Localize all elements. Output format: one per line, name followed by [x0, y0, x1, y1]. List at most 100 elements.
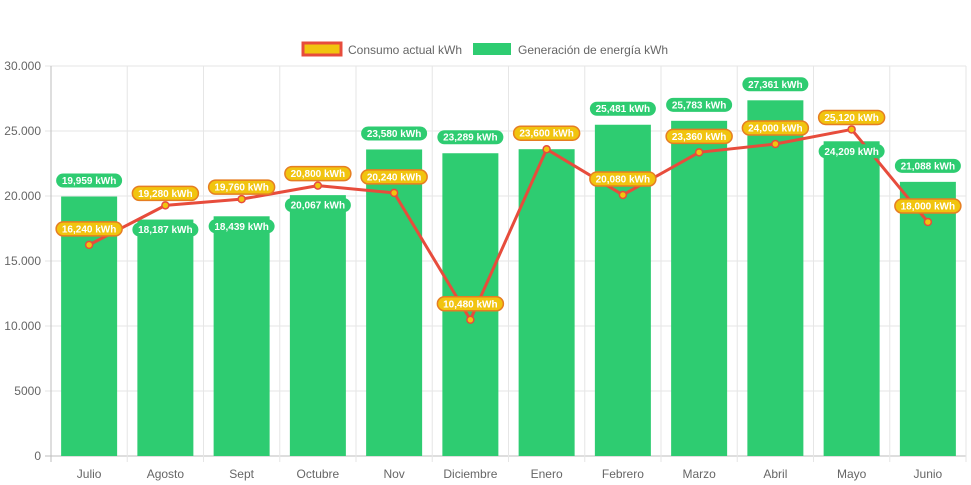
point-consumo — [389, 188, 399, 198]
x-tick-label: Octubre — [297, 467, 340, 481]
data-label-consumo-text: 23,360 kWh — [672, 132, 726, 143]
data-label-generacion-bg — [56, 173, 123, 188]
data-label-generacion-text: 21,088 kWh — [901, 161, 955, 172]
data-label-generacion: 25,783 kWh — [666, 97, 733, 112]
x-tick-label: Julio — [77, 467, 102, 481]
data-label-generacion-text: 23,289 kWh — [443, 133, 497, 144]
data-label-consumo: 25,120 kWh — [817, 109, 886, 126]
point-consumo — [694, 148, 704, 157]
data-label-consumo-bg — [55, 221, 123, 237]
data-label-consumo-text: 20,080 kWh — [596, 174, 650, 185]
data-label-consumo-bg — [894, 198, 962, 214]
axes: 0 5000 10.000 15.000 20.000 25.000 30.000 Julio… — [4, 59, 942, 481]
bar-generacion — [823, 141, 880, 456]
data-label-generacion-text: 25,783 kWh — [672, 100, 726, 111]
data-label-consumo-text: 24,000 kWh — [748, 124, 802, 135]
data-label-generacion-bg — [589, 101, 656, 116]
point-consumo — [847, 125, 856, 134]
legend-label-generacion: Generación de energía kWh — [518, 43, 668, 57]
data-label-consumo-text: 20,240 kWh — [367, 172, 421, 183]
point-consumo — [923, 217, 933, 227]
data-label-consumo-bg — [207, 179, 276, 195]
x-tick-label: Abril — [763, 467, 787, 481]
data-label-generacion-bg — [666, 97, 733, 112]
data-label-consumo: 18,000 kWh — [894, 198, 962, 214]
data-label-generacion: 18,439 kWh — [208, 219, 275, 234]
data-label-generacion-text: 20,067 kWh — [291, 201, 345, 212]
data-label-consumo-bg — [436, 296, 505, 312]
bar-generacion — [61, 196, 118, 456]
bar-generacion — [671, 120, 728, 457]
data-label-consumo-text: 18,000 kWh — [901, 202, 955, 213]
data-label-generacion: 24,209 kWh — [818, 144, 885, 159]
data-label-generacion-bg — [361, 126, 428, 141]
data-label-consumo: 24,000 kWh — [741, 120, 810, 136]
bar-generacion — [137, 219, 194, 456]
data-label-consumo: 20,080 kWh — [589, 171, 657, 187]
data-label-consumo-bg — [589, 171, 657, 187]
data-label-generacion-text: 27,361 kWh — [748, 80, 802, 91]
bar-generacion — [899, 181, 956, 456]
data-label-consumo-bg — [817, 109, 886, 126]
bar-generacion — [366, 149, 423, 456]
y-tick-label: 10.000 — [4, 319, 41, 333]
data-label-generacion: 20,067 kWh — [284, 198, 351, 213]
data-label-generacion-text: 25,481 kWh — [596, 104, 650, 115]
data-label-consumo-text: 20,800 kWh — [291, 169, 345, 180]
point-consumo — [237, 194, 246, 204]
x-tick-label: Agosto — [147, 467, 185, 481]
data-label-consumo-text: 23,600 kWh — [519, 129, 573, 140]
data-label-generacion: 23,289 kWh — [437, 130, 504, 145]
data-label-consumo-text: 16,240 kWh — [62, 224, 116, 235]
point-consumo — [466, 315, 475, 325]
line-path-consumo — [88, 127, 930, 322]
data-label-generacion-text: 23,580 kWh — [367, 129, 421, 140]
data-label-consumo: 10,480 kWh — [436, 296, 505, 312]
data-label-consumo-bg — [512, 125, 581, 141]
legend-label-consumo: Consumo actual kWh — [348, 43, 462, 57]
data-label-generacion-bg — [437, 130, 504, 145]
legend-swatch-generacion — [473, 43, 511, 55]
data-label-generacion: 27,361 kWh — [742, 77, 809, 92]
data-label-generacion-text: 18,439 kWh — [214, 222, 268, 233]
data-label-consumo: 16,240 kWh — [55, 221, 123, 237]
x-tick-label: Mayo — [837, 467, 867, 481]
y-tick-label: 5000 — [14, 384, 41, 398]
data-label-consumo-text: 19,760 kWh — [214, 183, 268, 194]
point-consumo — [771, 139, 780, 149]
data-label-generacion: 19,959 kWh — [56, 173, 123, 188]
y-tick-label: 30.000 — [4, 59, 41, 73]
data-label-consumo-bg — [741, 120, 810, 136]
y-tick-label: 25.000 — [4, 124, 41, 138]
data-label-consumo-text: 19,280 kWh — [138, 189, 192, 200]
data-label-consumo: 19,280 kWh — [131, 185, 200, 202]
x-tick-label: Diciembre — [443, 467, 497, 481]
data-label-consumo-bg — [284, 165, 352, 182]
data-label-generacion-bg — [208, 219, 275, 234]
legend[interactable]: Consumo actual kWh Generación de energía… — [301, 41, 668, 57]
data-label-generacion-text: 24,209 kWh — [824, 147, 878, 158]
data-label-consumo-text: 10,480 kWh — [443, 299, 497, 310]
x-tick-label: Nov — [383, 467, 404, 481]
x-tick-label: Febrero — [602, 467, 644, 481]
point-consumo — [542, 144, 551, 154]
data-label-generacion: 21,088 kWh — [894, 158, 961, 173]
data-label-consumo-bg — [360, 169, 428, 185]
point-consumo — [618, 190, 628, 200]
point-consumo — [161, 201, 170, 210]
data-label-consumo-bg — [131, 185, 200, 202]
y-tick-label: 0 — [34, 449, 41, 463]
data-labels: 19,959 kWh 18,187 kWh 18,439 kWh 20,067 kWh… — [55, 77, 962, 312]
bars-generacion — [61, 100, 956, 457]
point-consumo — [313, 181, 323, 190]
bar-generacion — [213, 216, 270, 456]
legend-swatch-consumo — [301, 41, 343, 57]
data-label-generacion-bg — [818, 144, 885, 159]
data-label-consumo: 20,800 kWh — [284, 165, 352, 182]
data-label-generacion: 23,580 kWh — [361, 126, 428, 141]
x-tick-label: Junio — [914, 467, 943, 481]
point-consumo — [84, 240, 94, 250]
grid — [45, 65, 967, 462]
data-label-generacion-bg — [742, 77, 809, 92]
